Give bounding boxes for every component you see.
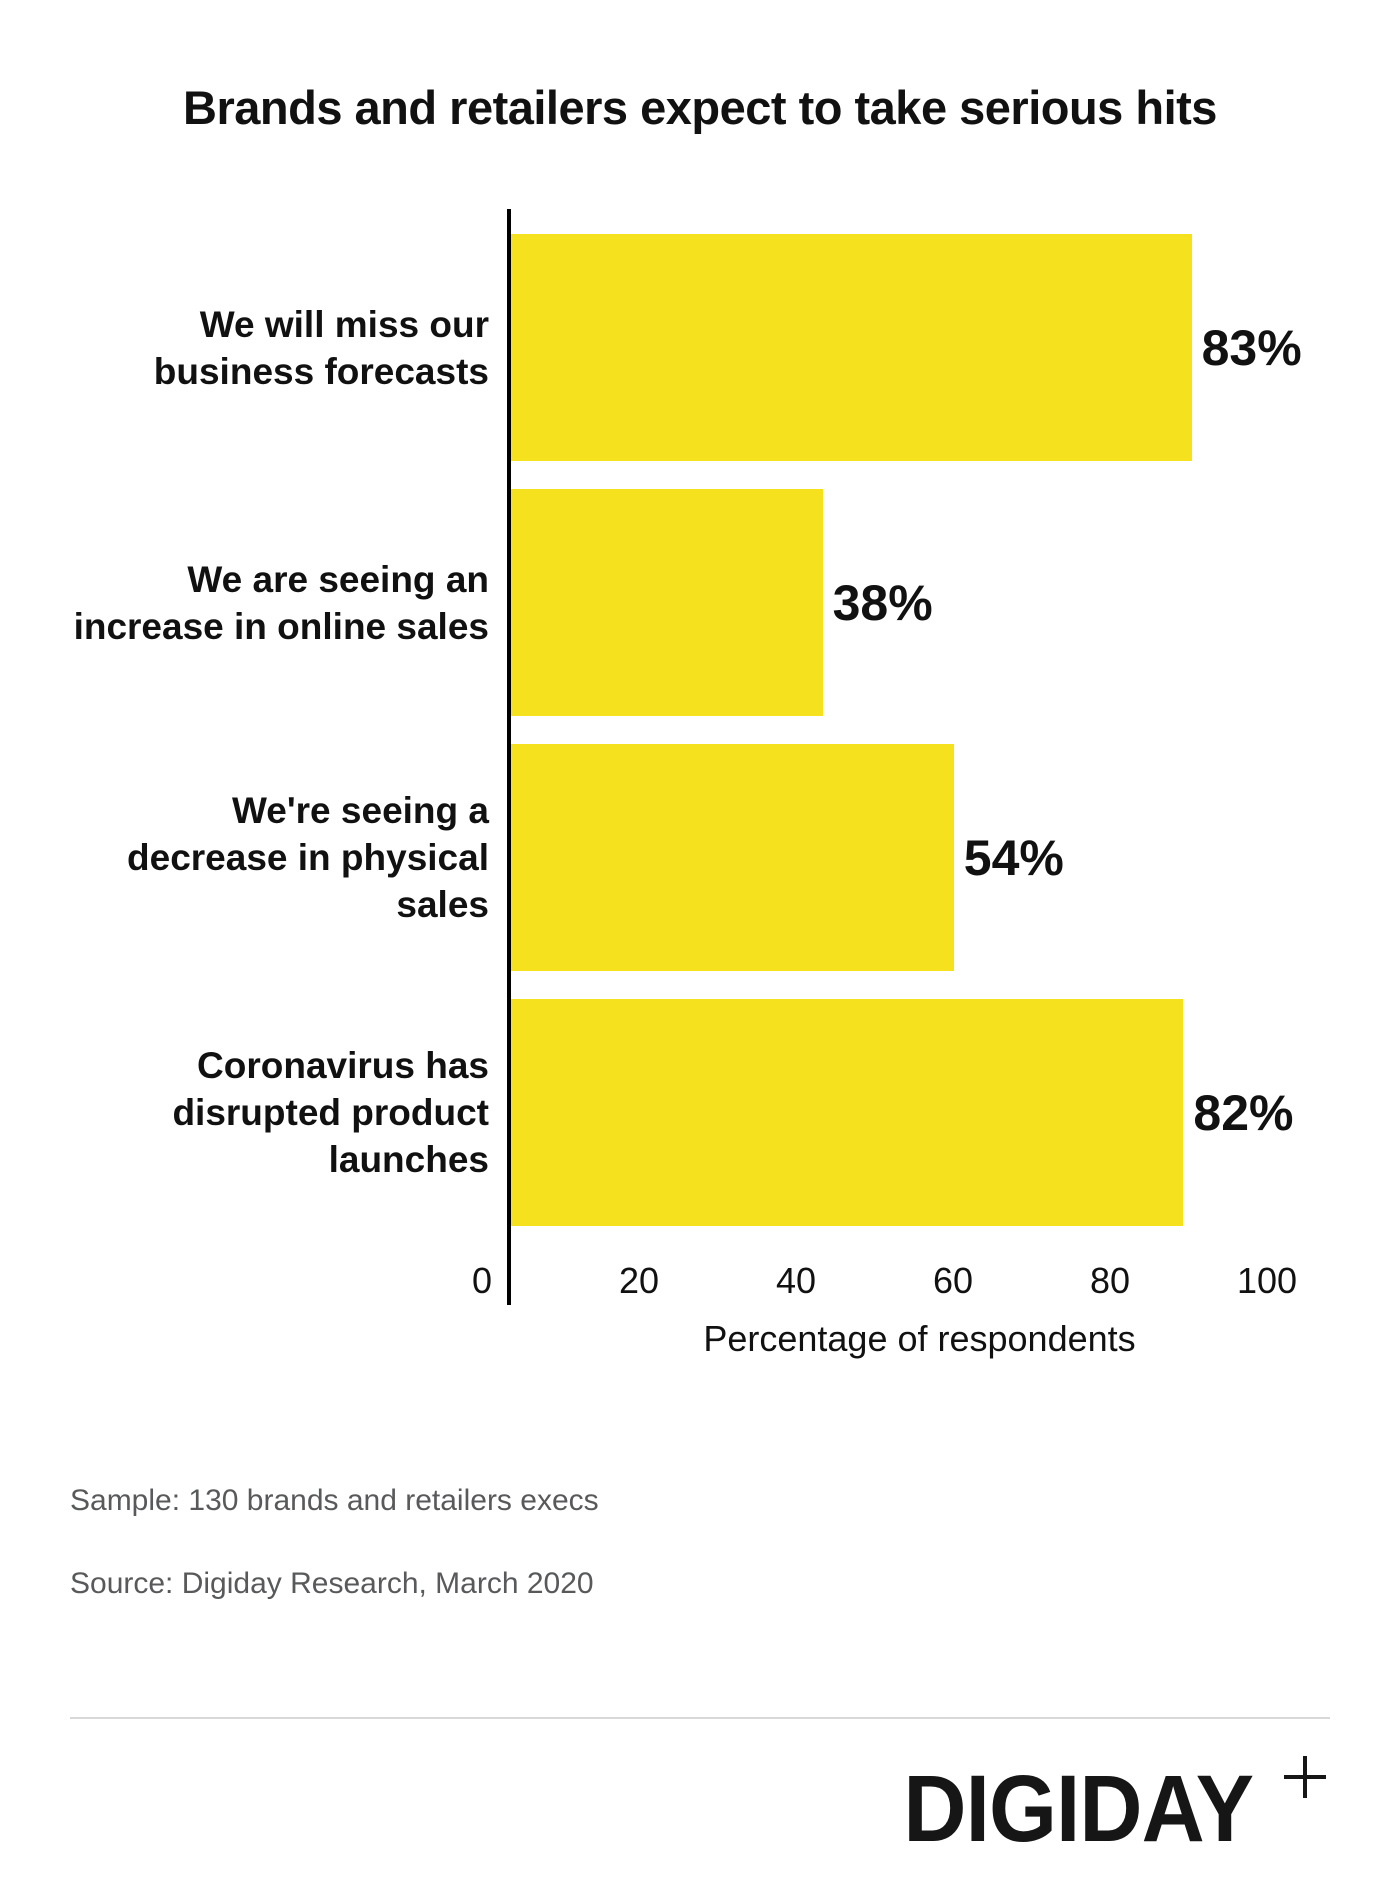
category-label-line: increase in online sales bbox=[73, 605, 489, 647]
category-label-line: sales bbox=[396, 884, 489, 925]
x-tick-label: 40 bbox=[775, 1260, 817, 1301]
category-label: We are seeing an increase in online sale… bbox=[0, 489, 489, 716]
value-label: 82% bbox=[1193, 1084, 1294, 1141]
category-label-line: Coronavirus has bbox=[197, 1045, 489, 1086]
x-tick-label: 80 bbox=[1089, 1260, 1131, 1301]
x-tick-label: 0 bbox=[471, 1260, 493, 1301]
plus-icon bbox=[1284, 1756, 1326, 1798]
y-axis-baseline bbox=[507, 209, 511, 1305]
chart-title: Brands and retailers expect to take seri… bbox=[183, 81, 1217, 134]
bar bbox=[511, 234, 1192, 461]
bar-row-physical-sales: We're seeing a decrease in physical sale… bbox=[0, 744, 1400, 971]
bar bbox=[511, 489, 823, 716]
source-note: Source: Digiday Research, March 2020 bbox=[70, 1567, 594, 1600]
value-label: 83% bbox=[1201, 319, 1302, 376]
x-tick-label: 100 bbox=[1236, 1260, 1298, 1301]
bar-row-product-launches: Coronavirus has disrupted product launch… bbox=[0, 999, 1400, 1226]
category-label: We will miss our business forecasts bbox=[0, 234, 489, 461]
category-label-line: disrupted product bbox=[172, 1092, 489, 1133]
category-label-line: We're seeing a bbox=[232, 790, 489, 831]
bar bbox=[511, 999, 1184, 1226]
category-label: Coronavirus has disrupted product launch… bbox=[0, 999, 489, 1226]
bar-row-online-sales: We are seeing an increase in online sale… bbox=[0, 489, 1400, 716]
x-tick-label: 60 bbox=[932, 1260, 974, 1301]
category-label-line: We are seeing an bbox=[187, 558, 489, 600]
category-label: We're seeing a decrease in physical sale… bbox=[0, 744, 489, 971]
category-label-line: business forecasts bbox=[153, 350, 489, 392]
bar bbox=[511, 744, 954, 971]
x-axis-title: Percentage of respondents bbox=[703, 1318, 1136, 1359]
x-tick-label: 20 bbox=[618, 1260, 660, 1301]
digiday-logo: DIGIDAY bbox=[903, 1756, 1254, 1862]
value-label: 38% bbox=[832, 574, 933, 631]
category-label-line: decrease in physical bbox=[127, 837, 489, 878]
value-label: 54% bbox=[963, 829, 1064, 886]
bar-row-business-forecasts: We will miss our business forecasts 83% bbox=[0, 234, 1400, 461]
category-label-line: launches bbox=[328, 1139, 489, 1180]
footer-divider bbox=[70, 1717, 1330, 1719]
category-label-line: We will miss our bbox=[199, 303, 489, 345]
sample-note: Sample: 130 brands and retailers execs bbox=[70, 1484, 599, 1517]
